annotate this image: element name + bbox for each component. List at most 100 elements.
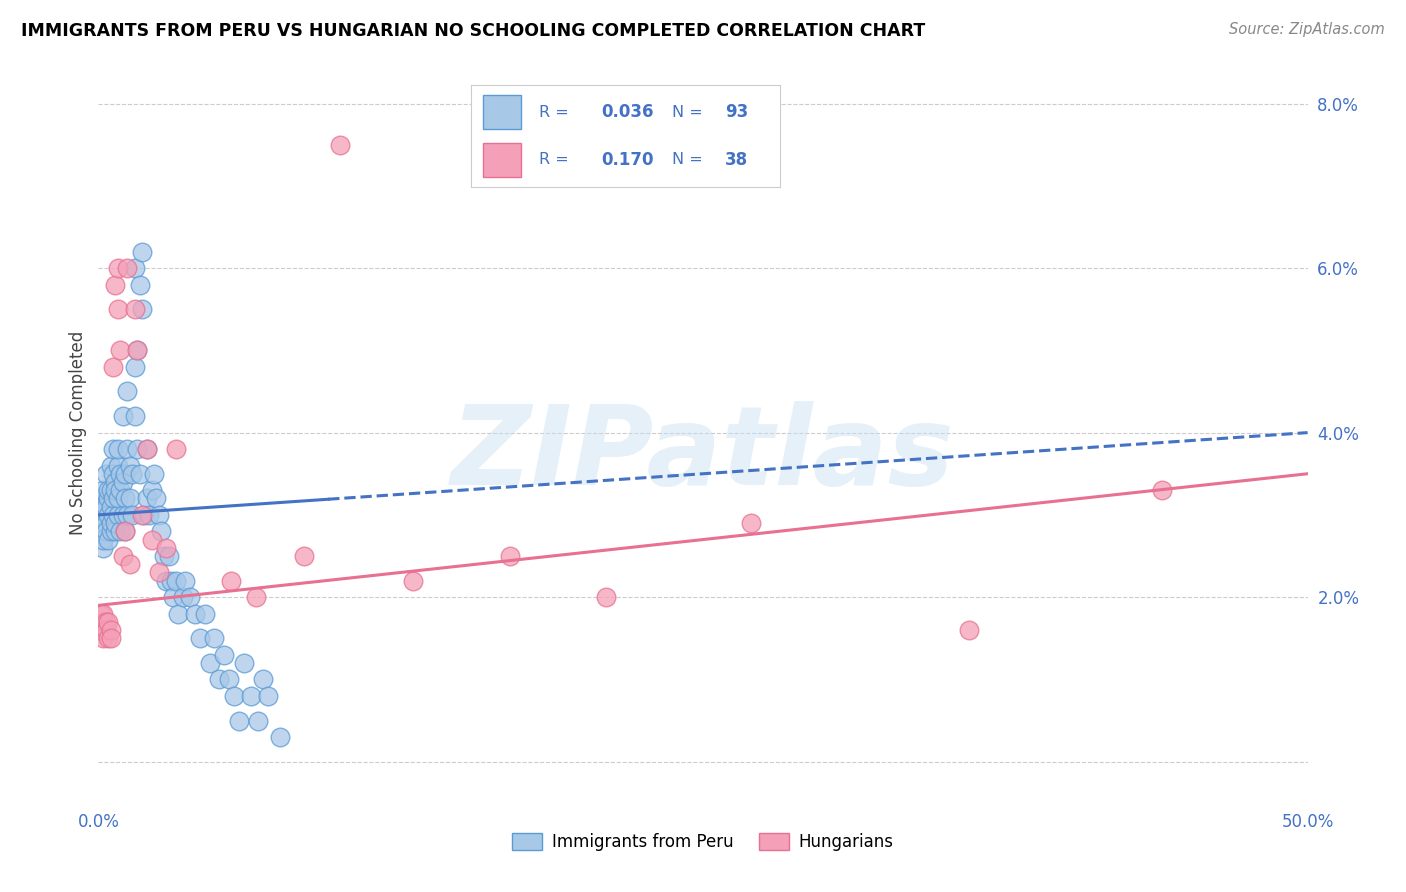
Point — [100, 458, 122, 473]
Text: R =: R = — [538, 105, 569, 120]
Point — [172, 590, 194, 604]
Point — [91, 632, 114, 646]
Point — [114, 467, 136, 481]
Point — [97, 632, 120, 646]
Point — [145, 491, 167, 506]
Point — [127, 343, 149, 358]
Point — [135, 442, 157, 456]
Point — [100, 483, 122, 498]
Point — [97, 508, 120, 522]
Point — [134, 508, 156, 522]
Point — [107, 458, 129, 473]
Point — [90, 491, 112, 506]
Point — [114, 491, 136, 506]
Point — [127, 343, 149, 358]
Text: N =: N = — [672, 153, 703, 167]
Point — [90, 607, 112, 621]
Point — [101, 467, 124, 481]
Point — [245, 590, 267, 604]
Point — [740, 516, 762, 530]
Point — [208, 673, 231, 687]
Point — [150, 524, 173, 539]
Point — [114, 524, 136, 539]
Point — [124, 359, 146, 374]
Point — [402, 574, 425, 588]
Point — [108, 343, 131, 358]
Text: Source: ZipAtlas.com: Source: ZipAtlas.com — [1229, 22, 1385, 37]
Text: N =: N = — [672, 105, 703, 120]
Point — [121, 467, 143, 481]
Point — [124, 409, 146, 424]
Point — [165, 574, 187, 588]
Point — [155, 541, 177, 555]
Point — [131, 244, 153, 259]
Point — [114, 524, 136, 539]
Legend: Immigrants from Peru, Hungarians: Immigrants from Peru, Hungarians — [506, 826, 900, 857]
Point — [141, 533, 163, 547]
Point — [124, 302, 146, 317]
Point — [107, 302, 129, 317]
Point — [194, 607, 217, 621]
Point — [100, 516, 122, 530]
Point — [957, 623, 980, 637]
Point — [101, 359, 124, 374]
Text: 0.036: 0.036 — [600, 103, 654, 121]
Text: ZIPatlas: ZIPatlas — [451, 401, 955, 508]
Point — [167, 607, 190, 621]
Point — [111, 508, 134, 522]
Point — [101, 508, 124, 522]
Point — [108, 467, 131, 481]
Y-axis label: No Schooling Completed: No Schooling Completed — [69, 331, 87, 534]
Point — [179, 590, 201, 604]
Point — [204, 632, 226, 646]
Point — [228, 714, 250, 728]
Point — [97, 483, 120, 498]
Point — [212, 648, 235, 662]
Point — [222, 689, 245, 703]
Point — [138, 508, 160, 522]
Point — [117, 384, 139, 399]
Point — [101, 442, 124, 456]
Point — [94, 500, 117, 514]
Point — [117, 261, 139, 276]
Point — [111, 475, 134, 489]
Point — [162, 590, 184, 604]
FancyBboxPatch shape — [484, 144, 520, 177]
Point — [94, 623, 117, 637]
Point — [90, 524, 112, 539]
Point — [157, 549, 180, 563]
Text: 38: 38 — [724, 151, 748, 169]
Point — [104, 524, 127, 539]
Point — [184, 607, 207, 621]
Point — [100, 623, 122, 637]
Point — [198, 656, 221, 670]
Point — [165, 442, 187, 456]
Point — [155, 574, 177, 588]
Text: R =: R = — [538, 153, 569, 167]
Point — [118, 491, 141, 506]
Point — [117, 508, 139, 522]
Point — [247, 714, 270, 728]
Point — [239, 689, 262, 703]
Point — [117, 442, 139, 456]
Point — [107, 491, 129, 506]
Point — [91, 483, 114, 498]
Point — [152, 549, 174, 563]
Point — [160, 574, 183, 588]
Point — [111, 549, 134, 563]
Point — [121, 508, 143, 522]
Point — [252, 673, 274, 687]
Point — [91, 500, 114, 514]
Point — [118, 558, 141, 572]
Point — [104, 475, 127, 489]
Point — [131, 508, 153, 522]
Point — [104, 516, 127, 530]
Point — [97, 491, 120, 506]
Point — [94, 615, 117, 629]
Point — [148, 566, 170, 580]
Point — [94, 524, 117, 539]
Point — [128, 467, 150, 481]
Point — [94, 467, 117, 481]
Point — [128, 277, 150, 292]
Text: 93: 93 — [724, 103, 748, 121]
